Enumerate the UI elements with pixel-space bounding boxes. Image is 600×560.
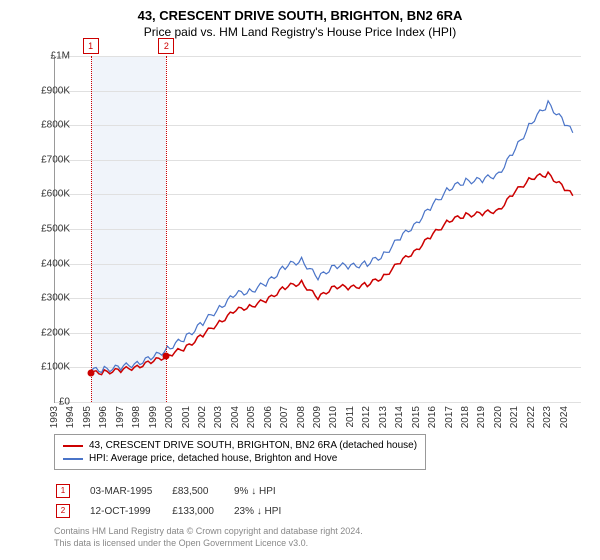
y-axis-label: £100K — [41, 362, 70, 373]
x-axis-label: 2005 — [246, 406, 257, 428]
event-line — [91, 56, 92, 402]
series-property — [91, 172, 573, 375]
transactions-table: 1 03-MAR-1995 £83,500 9% ↓ HPI 2 12-OCT-… — [54, 480, 301, 522]
footer-line: This data is licensed under the Open Gov… — [54, 538, 363, 550]
legend: 43, CRESCENT DRIVE SOUTH, BRIGHTON, BN2 … — [54, 434, 426, 470]
x-axis-label: 1999 — [148, 406, 159, 428]
event-marker: 2 — [158, 38, 174, 54]
gridline — [55, 402, 581, 403]
x-axis-label: 2012 — [361, 406, 372, 428]
y-axis-label: £700K — [41, 154, 70, 165]
legend-swatch — [63, 445, 83, 447]
event-line — [166, 56, 167, 402]
x-axis-label: 2019 — [476, 406, 487, 428]
legend-label: 43, CRESCENT DRIVE SOUTH, BRIGHTON, BN2 … — [89, 440, 417, 451]
legend-label: HPI: Average price, detached house, Brig… — [89, 453, 337, 464]
txn-delta: 23% ↓ HPI — [234, 502, 299, 520]
y-axis-label: £900K — [41, 85, 70, 96]
x-axis-label: 1995 — [82, 406, 93, 428]
series-hpi — [91, 101, 573, 373]
x-axis-label: 2011 — [345, 406, 356, 428]
txn-date: 12-OCT-1999 — [90, 502, 170, 520]
x-axis-label: 2013 — [378, 406, 389, 428]
event-marker: 1 — [56, 484, 70, 498]
chart-plot-area: 12 — [54, 56, 581, 403]
x-axis-label: 2004 — [230, 406, 241, 428]
event-marker: 2 — [56, 504, 70, 518]
txn-date: 03-MAR-1995 — [90, 482, 170, 500]
x-axis-label: 1997 — [115, 406, 126, 428]
x-axis-label: 1996 — [98, 406, 109, 428]
chart-title: 43, CRESCENT DRIVE SOUTH, BRIGHTON, BN2 … — [0, 0, 600, 23]
y-axis-label: £800K — [41, 120, 70, 131]
x-axis-label: 2017 — [444, 406, 455, 428]
x-axis-label: 2006 — [263, 406, 274, 428]
x-axis-label: 2010 — [328, 406, 339, 428]
x-axis-label: 2022 — [526, 406, 537, 428]
y-axis-label: £200K — [41, 327, 70, 338]
event-marker: 1 — [83, 38, 99, 54]
y-axis-label: £400K — [41, 258, 70, 269]
legend-item: HPI: Average price, detached house, Brig… — [63, 452, 417, 465]
y-axis-label: £300K — [41, 293, 70, 304]
x-axis-label: 2018 — [460, 406, 471, 428]
footer-line: Contains HM Land Registry data © Crown c… — [54, 526, 363, 538]
x-axis-label: 2000 — [164, 406, 175, 428]
legend-item: 43, CRESCENT DRIVE SOUTH, BRIGHTON, BN2 … — [63, 439, 417, 452]
x-axis-label: 1998 — [131, 406, 142, 428]
x-axis-label: 2008 — [296, 406, 307, 428]
x-axis-label: 2023 — [542, 406, 553, 428]
x-axis-label: 2009 — [312, 406, 323, 428]
x-axis-label: 1994 — [65, 406, 76, 428]
table-row: 2 12-OCT-1999 £133,000 23% ↓ HPI — [56, 502, 299, 520]
x-axis-label: 2020 — [493, 406, 504, 428]
table-row: 1 03-MAR-1995 £83,500 9% ↓ HPI — [56, 482, 299, 500]
chart-lines — [55, 56, 581, 402]
event-dot — [87, 370, 94, 377]
x-axis-label: 2007 — [279, 406, 290, 428]
x-axis-label: 2001 — [181, 406, 192, 428]
x-axis-label: 2002 — [197, 406, 208, 428]
x-axis-label: 2021 — [509, 406, 520, 428]
x-axis-label: 2015 — [411, 406, 422, 428]
footer-attribution: Contains HM Land Registry data © Crown c… — [54, 526, 363, 549]
x-axis-label: 2016 — [427, 406, 438, 428]
x-axis-label: 2024 — [559, 406, 570, 428]
x-axis-label: 1993 — [49, 406, 60, 428]
txn-price: £83,500 — [172, 482, 232, 500]
chart-subtitle: Price paid vs. HM Land Registry's House … — [0, 23, 600, 39]
txn-delta: 9% ↓ HPI — [234, 482, 299, 500]
y-axis-label: £600K — [41, 189, 70, 200]
y-axis-label: £1M — [51, 51, 70, 62]
x-axis-label: 2014 — [394, 406, 405, 428]
x-axis-label: 2003 — [213, 406, 224, 428]
txn-price: £133,000 — [172, 502, 232, 520]
y-axis-label: £500K — [41, 224, 70, 235]
event-dot — [163, 352, 170, 359]
legend-swatch — [63, 458, 83, 460]
